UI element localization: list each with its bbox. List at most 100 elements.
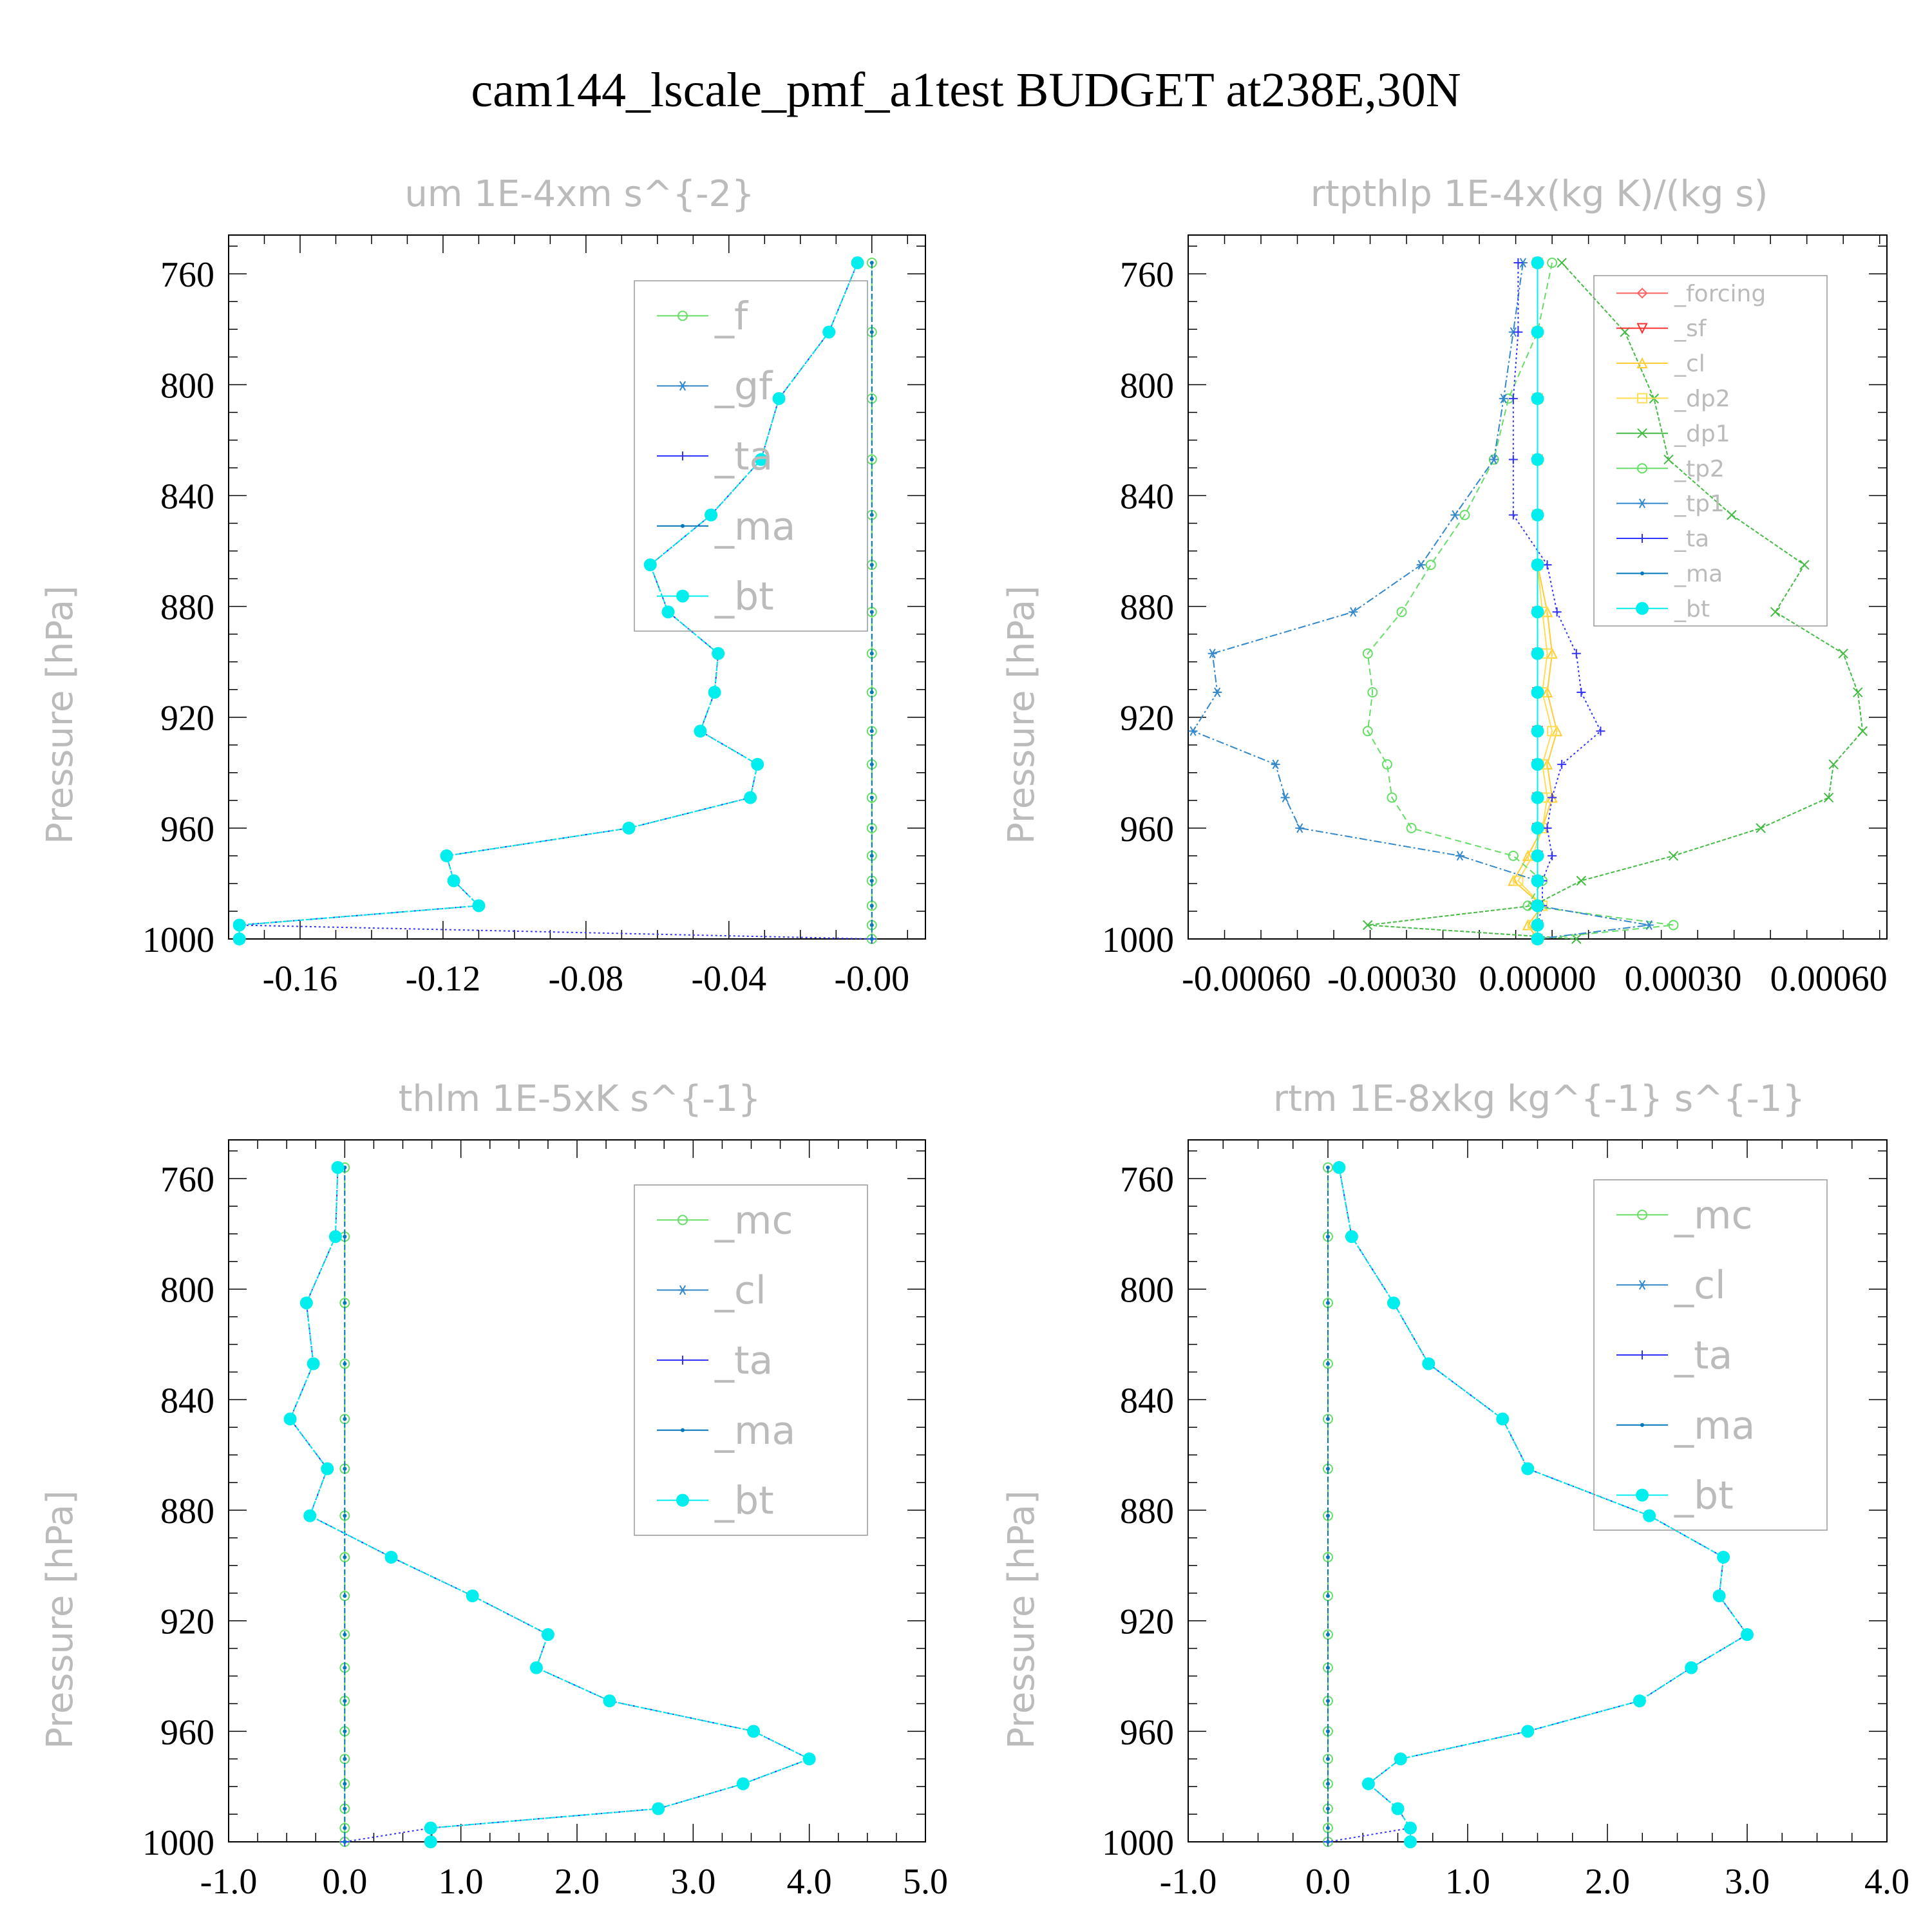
point-ma [343,1840,347,1844]
legend-label: _ta [714,434,773,479]
legend-marker-bt [1636,601,1649,615]
legend-label: _cl [1674,351,1705,377]
point-bt [1643,1509,1656,1522]
y-tick-label: 960 [160,1712,214,1752]
legend-label: _dp2 [1674,386,1730,412]
y-tick-label: 920 [160,699,214,739]
point-ma [1326,1466,1330,1471]
x-tick-label: 0.0 [322,1862,367,1902]
legend-label: _ma [714,504,795,549]
point-bt [331,1160,345,1174]
point-ma [1326,1594,1330,1598]
point-bt [1531,933,1544,945]
point-ma [343,1417,347,1421]
point-ma [343,1729,347,1734]
point-ma [869,904,874,908]
series-line-bt [289,1167,811,1842]
y-axis-label: Pressure [hPa] [1001,1490,1043,1749]
point-bt [1422,1357,1435,1370]
point-ma [1326,1301,1330,1305]
point-bt [1531,558,1544,572]
point-ma [869,610,874,614]
point-bt [1531,724,1544,738]
y-tick-label: 800 [1120,366,1174,406]
legend-label: _bt [714,1479,774,1524]
point-ta [1571,649,1581,658]
point-bt [1391,1802,1405,1815]
legend-label: _gf [714,364,773,409]
point-bt [643,558,657,572]
legend-marker-dp2 [1637,393,1647,404]
y-tick-label: 1000 [142,1823,214,1863]
point-ma [869,513,874,517]
legend-box [1593,1179,1828,1531]
y-axis-label: Pressure [hPa] [1001,585,1043,844]
point-bt [751,757,764,771]
point-bt [851,256,864,270]
point-ma [343,1665,347,1670]
point-ma [869,651,874,656]
point-bt [1345,1230,1358,1244]
x-tick-label: 2.0 [554,1862,600,1902]
point-ma [869,937,874,941]
legend-marker-cl4 [1638,1280,1647,1290]
point-ta [1548,851,1557,860]
point-ma [869,923,874,927]
point-tp2 [1387,792,1397,803]
point-ma [1326,1665,1330,1670]
point-bt [1741,1628,1754,1642]
point-bt [440,849,453,862]
panel-title: thlm 1E-5xK s^{-1} [398,1078,761,1120]
point-mc [1323,1358,1333,1369]
y-tick-label: 840 [160,477,214,516]
series-line-bt [1338,1167,1748,1842]
point-bt [694,724,707,738]
point-dp1 [1823,792,1834,803]
point-bt [303,1509,317,1522]
point-tp1 [1489,455,1499,465]
point-bt [747,1725,761,1738]
legend-marker-f [677,310,688,321]
x-tick-label: 1.0 [439,1862,484,1902]
point-dp1 [1853,687,1863,697]
point-ma [1326,1417,1330,1421]
point-dp1 [1363,920,1373,931]
point-ma [869,826,874,830]
legend-label: _tp1 [1674,491,1725,517]
point-ta [1542,560,1552,570]
y-tick-label: 760 [1120,1160,1174,1200]
point-bt [652,1802,665,1815]
point-dp1 [1799,560,1810,570]
point-bt [802,1752,816,1766]
x-tick-label: -0.04 [691,959,766,999]
y-tick-label: 800 [1120,1271,1174,1311]
legend-marker-bt [676,589,689,603]
point-ma [869,878,874,883]
point-bt [424,1835,437,1848]
point-dp1 [1668,851,1679,861]
y-tick-label: 960 [1120,810,1174,849]
point-dp2 [1547,726,1558,737]
series-line-cl [1512,263,1558,940]
point-tp1 [1213,687,1222,697]
point-ta [1513,327,1523,337]
point-tp1 [1208,649,1217,659]
point-bt [1387,1296,1400,1310]
series-line-tp1 [1192,262,1649,940]
point-ma [343,1781,347,1786]
point-dp1 [1727,509,1737,520]
series-line-tp2 [1367,262,1674,940]
y-tick-label: 840 [1120,477,1174,516]
point-ma [869,762,874,766]
x-tick-label: -0.00060 [1182,959,1311,999]
point-bt [1712,1589,1726,1603]
point-bt [384,1550,398,1564]
legend-marker-ma [1640,571,1644,576]
point-ma [869,729,874,734]
point-ma [869,853,874,858]
point-ma [343,1594,347,1598]
point-ma [1326,1513,1330,1518]
point-ma [343,1699,347,1703]
point-ma [1326,1826,1330,1830]
